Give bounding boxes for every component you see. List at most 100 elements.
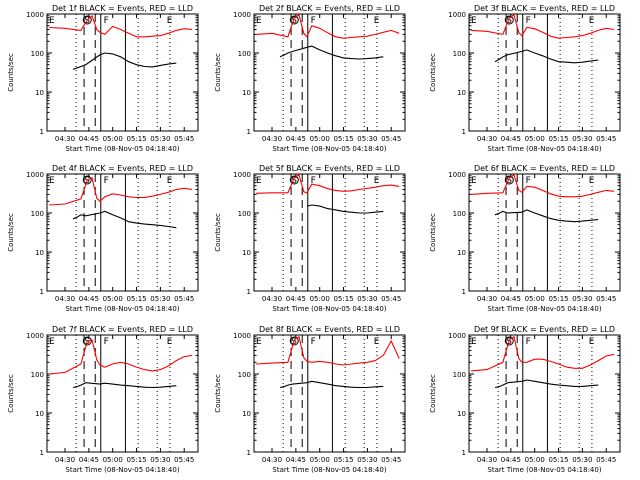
- x-tick-label: 05:00: [525, 135, 545, 143]
- x-tick-label: 05:45: [381, 295, 401, 303]
- y-tick-label: 100: [453, 50, 466, 58]
- chart-title: Det 6f BLACK = Events, RED = LLD: [474, 164, 615, 173]
- x-tick-label: 04:45: [286, 456, 306, 464]
- x-tick-label: 04:30: [477, 456, 497, 464]
- y-tick-label: 10: [457, 89, 466, 97]
- y-axis-label: Counts/sec: [214, 213, 222, 252]
- y-tick-label: 100: [31, 371, 44, 379]
- marker-f: F: [526, 176, 531, 186]
- series-line-lld: [256, 174, 400, 194]
- x-tick-label: 05:15: [548, 456, 568, 464]
- x-tick-label: 04:45: [501, 135, 521, 143]
- y-tick-label: 1: [247, 128, 251, 136]
- series-line-lld: [471, 14, 615, 39]
- x-tick-label: 05:00: [310, 456, 330, 464]
- x-axis-label: Start Time (08-Nov-05 04:18:40): [272, 466, 386, 474]
- marker-e: E: [167, 16, 173, 26]
- x-tick-label: 05:45: [596, 135, 616, 143]
- marker-e: E: [49, 16, 55, 26]
- chart-panel-2: Det 2f BLACK = Events, RED = LLD 1 10 100 10…: [214, 4, 406, 153]
- x-tick-label: 05:30: [150, 456, 170, 464]
- chart-title: Det 5f BLACK = Events, RED = LLD: [259, 164, 400, 173]
- y-tick-label: 1000: [233, 171, 251, 179]
- y-tick-label: 100: [453, 210, 466, 218]
- marker-e: E: [471, 16, 477, 26]
- marker-s: S: [506, 176, 512, 186]
- y-tick-label: 10: [242, 249, 251, 257]
- x-tick-label: 05:30: [572, 456, 592, 464]
- series-line-lld: [256, 14, 400, 39]
- chart-panel-9: Det 9f BLACK = Events, RED = LLD 1 10 100 10…: [429, 325, 621, 474]
- chart-title: Det 2f BLACK = Events, RED = LLD: [259, 4, 400, 13]
- y-tick-label: 1: [462, 128, 466, 136]
- y-tick-label: 10: [35, 89, 44, 97]
- marker-s-circle: [289, 336, 299, 346]
- y-tick-label: 10: [457, 249, 466, 257]
- y-tick-label: 1: [462, 449, 466, 457]
- x-tick-label: 05:45: [596, 295, 616, 303]
- chart-panel-5: Det 5f BLACK = Events, RED = LLD 1 10 100 10…: [214, 164, 406, 313]
- marker-s-circle: [82, 175, 92, 185]
- plot-frame: [468, 334, 621, 453]
- x-tick-label: 05:15: [333, 135, 353, 143]
- y-tick-label: 1000: [448, 11, 466, 19]
- chart-title: Det 3f BLACK = Events, RED = LLD: [474, 4, 615, 13]
- chart-panel-4: Det 4f BLACK = Events, RED = LLD 1 10 100 10…: [7, 164, 199, 313]
- marker-s: S: [291, 16, 297, 26]
- x-tick-label: 05:00: [525, 295, 545, 303]
- x-tick-label: 04:30: [477, 295, 497, 303]
- series-line-events: [279, 45, 384, 60]
- plot-frame: [253, 334, 406, 453]
- series-line-events: [494, 49, 599, 64]
- y-tick-label: 10: [35, 410, 44, 418]
- plot-frame: [46, 173, 199, 292]
- x-tick-label: 04:45: [501, 456, 521, 464]
- x-tick-label: 05:15: [126, 456, 146, 464]
- y-axis-label: Counts/sec: [7, 374, 15, 413]
- y-axis-label: Counts/sec: [7, 53, 15, 92]
- y-tick-label: 1: [40, 449, 44, 457]
- chart-title: Det 8f BLACK = Events, RED = LLD: [259, 325, 400, 334]
- x-tick-label: 05:00: [103, 456, 123, 464]
- marker-e: E: [256, 337, 262, 347]
- marker-e: E: [589, 337, 595, 347]
- series-line-lld: [471, 174, 615, 198]
- x-tick-label: 05:15: [548, 135, 568, 143]
- series-line-events: [306, 204, 384, 214]
- marker-s-circle: [289, 15, 299, 25]
- y-tick-label: 1000: [233, 332, 251, 340]
- x-tick-label: 05:30: [150, 295, 170, 303]
- y-axis-label: Counts/sec: [429, 213, 437, 252]
- series-line-events: [72, 52, 177, 70]
- x-tick-label: 04:45: [286, 295, 306, 303]
- marker-f: F: [104, 337, 109, 347]
- marker-e: E: [256, 176, 262, 186]
- x-tick-label: 05:45: [174, 456, 194, 464]
- y-tick-label: 1: [247, 288, 251, 296]
- marker-e: E: [374, 337, 380, 347]
- x-tick-label: 05:00: [525, 456, 545, 464]
- marker-s: S: [291, 176, 297, 186]
- x-tick-label: 05:45: [174, 135, 194, 143]
- y-tick-label: 1: [40, 288, 44, 296]
- series-line-lld: [49, 177, 193, 206]
- y-tick-label: 100: [238, 50, 251, 58]
- x-tick-label: 04:30: [55, 135, 75, 143]
- x-tick-label: 05:15: [126, 295, 146, 303]
- x-axis-label: Start Time (08-Nov-05 04:18:40): [65, 305, 179, 313]
- x-axis-label: Start Time (08-Nov-05 04:18:40): [272, 145, 386, 153]
- x-tick-label: 04:30: [55, 456, 75, 464]
- series-line-lld: [49, 339, 193, 375]
- y-tick-label: 1: [40, 128, 44, 136]
- y-axis-label: Counts/sec: [7, 213, 15, 252]
- x-axis-label: Start Time (08-Nov-05 04:18:40): [65, 466, 179, 474]
- x-tick-label: 04:45: [79, 295, 99, 303]
- y-tick-label: 100: [238, 210, 251, 218]
- x-axis-label: Start Time (08-Nov-05 04:18:40): [272, 305, 386, 313]
- marker-s: S: [506, 16, 512, 26]
- marker-e: E: [471, 337, 477, 347]
- plot-frame: [46, 334, 199, 453]
- plot-frame: [253, 13, 406, 132]
- series-line-lld: [471, 335, 615, 372]
- marker-e: E: [167, 176, 173, 186]
